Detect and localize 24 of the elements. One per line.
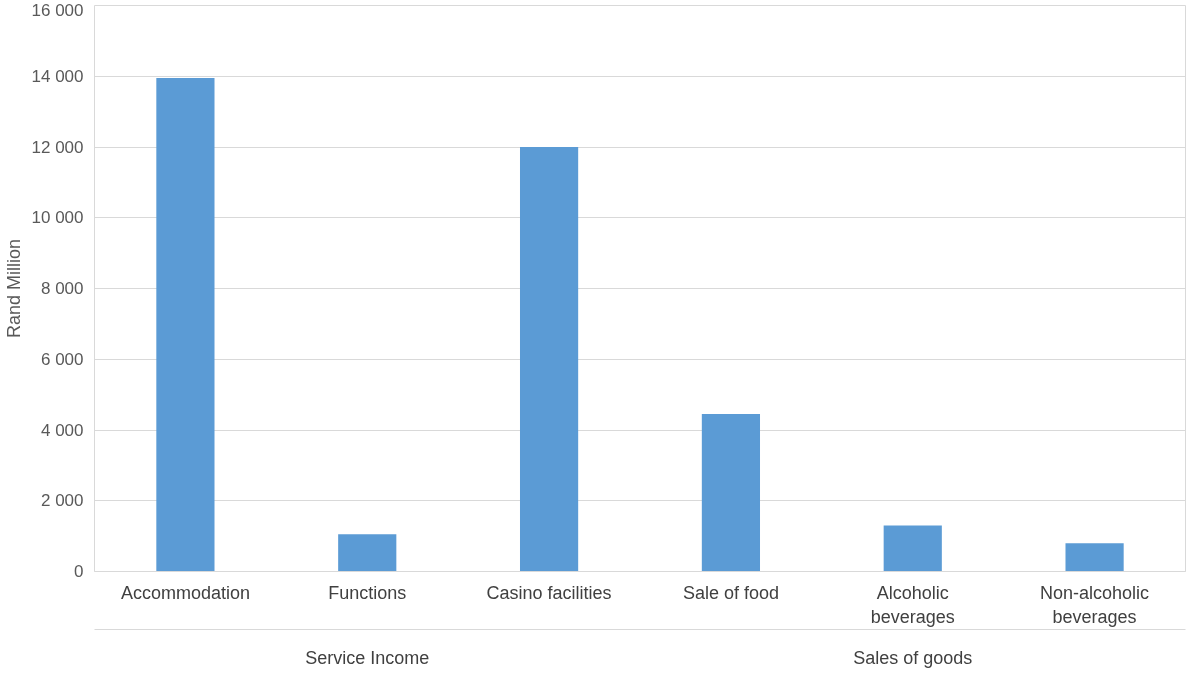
bar: [1065, 543, 1124, 572]
x-tick-label: Alcoholic beverages: [870, 582, 955, 627]
y-axis-title: Rand Million: [3, 238, 24, 339]
y-tick-label: 4 000: [40, 420, 84, 440]
bar: [883, 525, 942, 572]
y-tick-label: 8 000: [40, 279, 84, 298]
y-tick-label: 14 000: [31, 66, 84, 86]
x-tick-label: Accommodation: [120, 582, 250, 603]
y-tick-label: 12 000: [31, 137, 84, 157]
y-tick-label: 16 000: [31, 0, 84, 20]
x-tick-label: Casino facilities: [486, 582, 612, 603]
text: Sales of goods: [853, 647, 973, 668]
x-tick-label: Functions: [328, 582, 407, 603]
bar: [156, 78, 215, 572]
y-tick-label: 10 000: [31, 208, 84, 228]
y-tick-label: 2 000: [40, 491, 84, 511]
bar: [701, 414, 761, 572]
x-tick-label: Non-alcoholic beverages: [1040, 582, 1150, 627]
x-tick-label: Sale of food: [682, 582, 779, 603]
text: Service Income: [305, 647, 430, 668]
y-tick-label: 0: [74, 562, 84, 581]
bar: [338, 534, 397, 572]
y-tick-label: 6 000: [40, 349, 84, 369]
bar: [519, 147, 579, 572]
